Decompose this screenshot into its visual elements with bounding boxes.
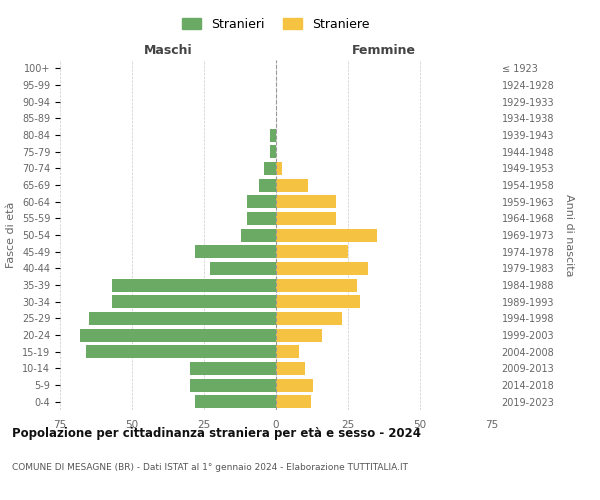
Bar [89,312,276,325]
Bar [276,278,356,291]
Legend: Stranieri, Straniere: Stranieri, Straniere [179,14,373,34]
Bar [276,262,368,275]
Bar [276,212,337,225]
Text: Popolazione per cittadinanza straniera per età e sesso - 2024: Popolazione per cittadinanza straniera p… [12,428,421,440]
Bar [86,345,276,358]
Bar [276,245,348,258]
Y-axis label: Anni di nascita: Anni di nascita [564,194,574,276]
Bar [270,145,276,158]
Bar [276,362,305,375]
Bar [247,212,276,225]
Bar [247,195,276,208]
Bar [276,395,311,408]
Bar [276,228,377,241]
Bar [265,162,276,175]
Bar [276,328,322,342]
Bar [276,345,299,358]
Text: Maschi: Maschi [143,44,193,57]
Text: Femmine: Femmine [352,44,416,57]
Bar [196,245,276,258]
Bar [276,162,282,175]
Bar [112,295,276,308]
Bar [210,262,276,275]
Bar [276,378,313,392]
Bar [276,312,342,325]
Bar [276,195,337,208]
Bar [196,395,276,408]
Y-axis label: Fasce di età: Fasce di età [7,202,16,268]
Bar [270,128,276,141]
Bar [80,328,276,342]
Bar [259,178,276,192]
Bar [276,295,359,308]
Bar [190,378,276,392]
Bar [112,278,276,291]
Bar [241,228,276,241]
Text: COMUNE DI MESAGNE (BR) - Dati ISTAT al 1° gennaio 2024 - Elaborazione TUTTITALIA: COMUNE DI MESAGNE (BR) - Dati ISTAT al 1… [12,462,408,471]
Bar [276,178,308,192]
Bar [190,362,276,375]
